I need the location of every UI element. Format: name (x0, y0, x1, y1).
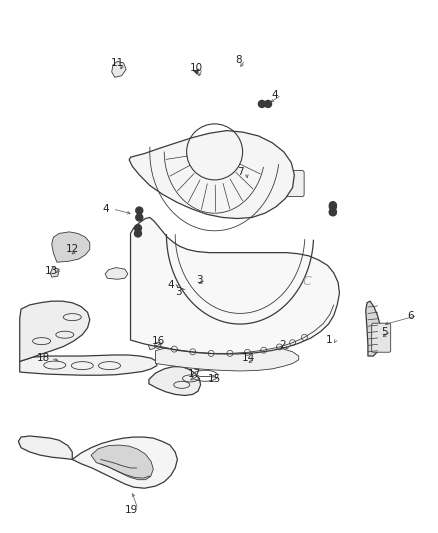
Circle shape (329, 203, 336, 211)
Circle shape (134, 224, 141, 232)
Polygon shape (18, 436, 72, 459)
Circle shape (329, 208, 336, 216)
Text: C: C (302, 275, 311, 288)
Text: ▶: ▶ (192, 65, 204, 76)
Circle shape (136, 214, 143, 221)
Text: 17: 17 (188, 369, 201, 379)
Polygon shape (91, 445, 153, 480)
Circle shape (134, 230, 141, 237)
Text: 3: 3 (196, 275, 203, 285)
Text: 4: 4 (272, 90, 279, 100)
Polygon shape (52, 232, 90, 262)
Polygon shape (131, 217, 339, 354)
Text: 14: 14 (242, 353, 255, 363)
Polygon shape (149, 367, 201, 395)
Text: 8: 8 (235, 55, 242, 64)
FancyBboxPatch shape (372, 323, 391, 352)
Circle shape (329, 208, 336, 216)
Polygon shape (112, 61, 126, 77)
Circle shape (265, 100, 272, 108)
Text: 12: 12 (66, 245, 79, 254)
Polygon shape (50, 268, 59, 277)
Circle shape (136, 207, 143, 214)
Circle shape (329, 201, 336, 209)
Text: 6: 6 (407, 311, 414, 320)
Text: 10: 10 (190, 63, 203, 73)
Text: 11: 11 (111, 58, 124, 68)
Text: 3: 3 (175, 287, 182, 297)
Polygon shape (20, 301, 90, 361)
Text: 4: 4 (167, 280, 174, 290)
Circle shape (258, 100, 265, 108)
Polygon shape (155, 345, 299, 371)
Text: 16: 16 (152, 336, 165, 346)
Text: 2: 2 (279, 341, 286, 350)
Text: 7: 7 (237, 167, 244, 176)
Text: 15: 15 (208, 375, 221, 384)
Polygon shape (105, 268, 128, 279)
Polygon shape (72, 437, 177, 488)
Polygon shape (129, 131, 294, 219)
Polygon shape (366, 301, 381, 356)
Text: 13: 13 (45, 266, 58, 276)
Text: 5: 5 (381, 327, 388, 336)
Text: 1: 1 (326, 335, 333, 345)
Text: 4: 4 (102, 204, 110, 214)
FancyBboxPatch shape (216, 171, 304, 197)
Polygon shape (148, 335, 158, 350)
Text: 19: 19 (125, 505, 138, 514)
Polygon shape (20, 355, 157, 375)
Text: 18: 18 (37, 353, 50, 363)
